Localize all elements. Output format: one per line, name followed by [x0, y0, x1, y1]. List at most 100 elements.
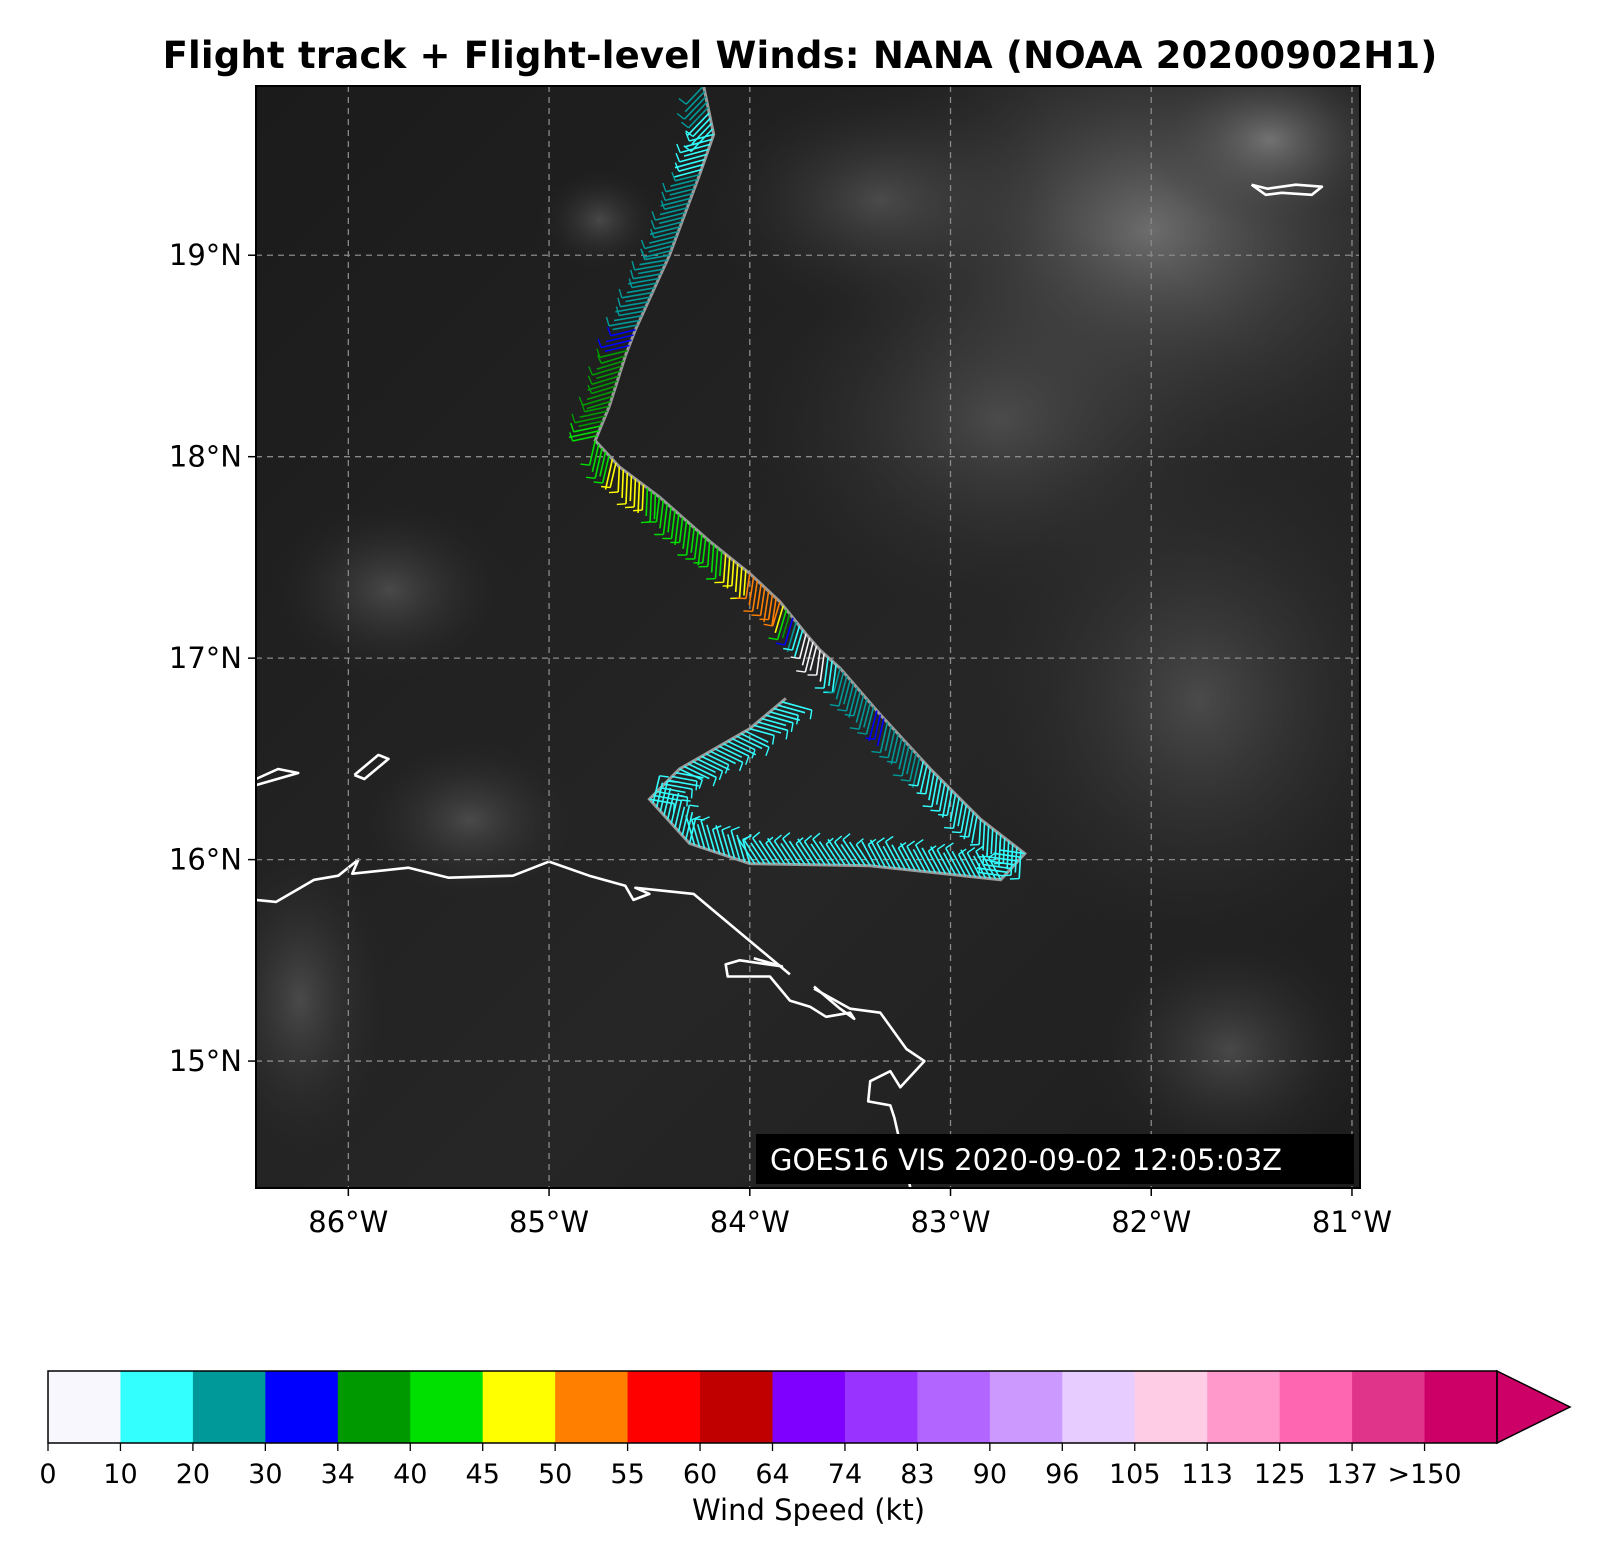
wind-barb	[759, 587, 766, 616]
colorbar-tick-label: 50	[538, 1459, 572, 1490]
wind-barb	[890, 733, 899, 765]
colorbar-segment	[1062, 1371, 1136, 1443]
wind-barb-flag	[674, 162, 680, 172]
wind-barb-flag	[752, 831, 761, 839]
wind-barb	[653, 794, 682, 802]
colorbar-segment	[555, 1371, 629, 1443]
wind-barb	[683, 765, 710, 780]
wind-barb	[649, 235, 677, 244]
wind-barb	[674, 799, 683, 828]
wind-barb	[843, 679, 851, 705]
wind-barb	[648, 244, 674, 253]
wind-barb-flag	[975, 845, 984, 852]
wind-barb	[714, 748, 744, 764]
colorbar-tick-label: 113	[1181, 1459, 1233, 1490]
wind-barb	[743, 570, 747, 596]
wind-barb	[906, 845, 922, 872]
wind-barb-flag	[571, 413, 576, 423]
wind-barb	[721, 829, 731, 858]
wind-barb	[599, 349, 628, 359]
colorbar-tick-label: 96	[1045, 1459, 1079, 1490]
wind-barb-flag	[945, 842, 954, 849]
colorbar-segment	[337, 1371, 411, 1443]
wind-barb	[683, 96, 707, 120]
wind-barb	[797, 838, 816, 866]
wind-barb-flag	[596, 354, 602, 364]
colorbar-tick-label: 34	[321, 1459, 355, 1490]
wind-barb	[745, 573, 751, 599]
wind-barb	[649, 226, 681, 236]
wind-barb	[691, 819, 701, 848]
wind-barb	[605, 334, 634, 343]
colorbar-tick-label: 0	[39, 1459, 56, 1490]
wind-barb	[682, 520, 688, 549]
coastline-5	[1250, 183, 1324, 197]
wind-barb-flag	[695, 781, 698, 791]
wind-barb	[690, 128, 714, 152]
wind-barb	[976, 867, 1008, 874]
wind-barb	[861, 841, 876, 867]
wind-barb	[652, 775, 661, 804]
wind-barb	[674, 158, 706, 169]
colorbar-segment	[192, 1371, 266, 1443]
colorbar-extend-arrow	[1496, 1369, 1572, 1445]
wind-barb	[798, 633, 807, 659]
wind-barb	[935, 779, 942, 805]
wind-barb	[968, 811, 975, 838]
wind-barb-flag	[662, 182, 667, 192]
wind-barb	[946, 790, 953, 816]
wind-barb	[730, 830, 741, 861]
wind-barb	[568, 430, 600, 439]
wind-barb-flag	[885, 835, 894, 843]
wind-barb-flag	[857, 732, 867, 735]
wind-barb	[876, 718, 885, 747]
wind-barb	[891, 844, 907, 870]
wind-barb	[629, 475, 633, 502]
wind-barb	[719, 550, 723, 577]
colorbar-tick-label: 137	[1326, 1459, 1378, 1490]
wind-barb	[670, 510, 676, 539]
lat-tick-label: 15°N	[169, 1044, 242, 1078]
wind-barb-flag	[928, 845, 937, 852]
wind-barb-flag	[691, 815, 701, 821]
map-frame	[255, 85, 1361, 1189]
wind-barb	[655, 782, 664, 808]
coastlines	[256, 183, 1324, 1188]
wind-barb	[774, 605, 784, 634]
wind-barb	[685, 815, 696, 846]
lon-tick-label: 84°W	[710, 1205, 790, 1239]
wind-barb	[767, 594, 774, 620]
wind-barb	[927, 850, 942, 874]
wind-barb	[639, 259, 668, 266]
wind-barb	[707, 541, 711, 567]
longitude-ticks: 86°W 85°W 84°W 83°W 82°W 81°W	[308, 1188, 1392, 1239]
colorbar-tick-label: 45	[466, 1459, 500, 1490]
wind-barb	[659, 216, 684, 225]
wind-barb-flag	[915, 839, 924, 846]
colorbar-segment	[482, 1371, 556, 1443]
wind-barb	[736, 834, 746, 863]
wind-barb	[879, 722, 889, 753]
wind-barb	[853, 691, 861, 717]
wind-barb-flag	[938, 813, 948, 817]
wind-barb	[978, 819, 982, 845]
gridlines	[256, 86, 1360, 1188]
wind-barb	[873, 714, 882, 740]
wind-barb	[912, 849, 927, 872]
wind-barb	[667, 507, 672, 533]
wind-barb	[809, 645, 818, 671]
colorbar-tick-label: 64	[755, 1459, 789, 1490]
wind-barb	[572, 434, 598, 442]
wind-barb	[600, 355, 626, 365]
wind-barb	[613, 315, 642, 322]
wind-barb	[688, 818, 697, 844]
colorbar: 0 10 20 30 34 40 45 50 55 60 64 74 83 90 96 105 113 125 13…	[39, 1369, 1572, 1527]
wind-barb	[828, 660, 833, 687]
wind-barb	[692, 760, 716, 774]
wind-barb	[701, 537, 707, 564]
wind-barb	[912, 757, 921, 788]
chart-title: Flight track + Flight-level Winds: NANA …	[162, 34, 1438, 77]
flight-track	[568, 86, 1028, 882]
wind-barb	[786, 621, 797, 652]
image-stamp-text: GOES16 VIS 2020-09-02 12:05:03Z	[770, 1143, 1282, 1177]
